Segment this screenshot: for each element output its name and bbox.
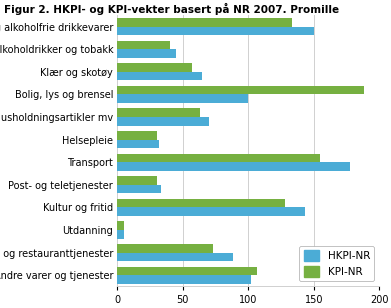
Bar xyxy=(117,244,213,253)
Bar xyxy=(117,49,176,58)
Bar xyxy=(117,95,248,103)
Bar xyxy=(117,154,320,162)
Bar xyxy=(117,185,161,193)
Bar xyxy=(117,221,124,230)
Bar xyxy=(117,230,124,239)
Bar xyxy=(117,140,159,148)
Bar xyxy=(117,199,285,207)
Bar xyxy=(117,18,292,27)
Bar xyxy=(117,131,156,140)
Bar xyxy=(117,275,251,284)
Bar xyxy=(117,176,156,185)
Bar xyxy=(117,162,350,171)
Bar xyxy=(117,41,170,49)
Bar xyxy=(117,117,209,126)
Text: Figur 2. HKPI- og KPI-vekter basert på NR 2007. Promille: Figur 2. HKPI- og KPI-vekter basert på N… xyxy=(4,3,339,15)
Bar xyxy=(117,27,314,35)
Bar xyxy=(117,72,203,80)
Bar xyxy=(117,63,192,72)
Bar xyxy=(117,253,233,261)
Bar xyxy=(117,266,257,275)
Bar xyxy=(117,207,305,216)
Bar xyxy=(117,108,200,117)
Legend: HKPI-NR, KPI-NR: HKPI-NR, KPI-NR xyxy=(300,246,374,281)
Bar xyxy=(117,86,364,95)
